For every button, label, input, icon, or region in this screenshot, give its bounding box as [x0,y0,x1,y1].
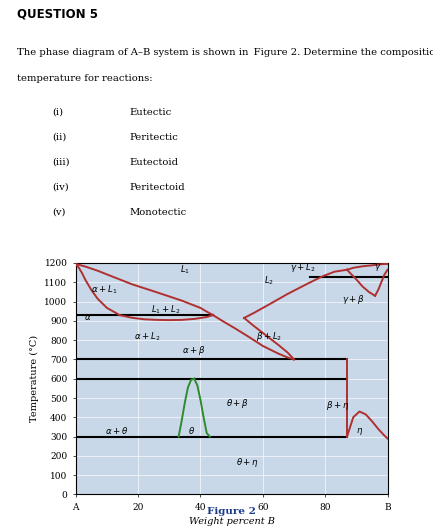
Text: (i): (i) [52,108,63,117]
Text: $\alpha + \theta$: $\alpha + \theta$ [105,426,128,436]
Text: $L_1$: $L_1$ [180,264,190,276]
Text: $L_2$: $L_2$ [264,275,274,287]
Text: $\beta + L_2$: $\beta + L_2$ [256,330,282,343]
Text: $\gamma + \beta$: $\gamma + \beta$ [342,293,365,306]
Text: Peritectic: Peritectic [130,133,179,142]
Text: Figure 2: Figure 2 [207,508,256,517]
Text: The phase diagram of A–B system is shown in  Figure 2. Determine the composition: The phase diagram of A–B system is shown… [17,47,433,57]
Text: $\theta$: $\theta$ [187,426,195,436]
Text: $L_1 + L_2$: $L_1 + L_2$ [152,303,181,316]
Text: (v): (v) [52,208,65,217]
Text: (iv): (iv) [52,183,69,192]
X-axis label: Weight percent B: Weight percent B [189,518,275,526]
Text: $\alpha + L_2$: $\alpha + L_2$ [134,330,161,343]
Y-axis label: Temperature (°C): Temperature (°C) [30,335,39,422]
Text: $\beta + \eta$: $\beta + \eta$ [326,399,349,412]
Text: temperature for reactions:: temperature for reactions: [17,74,153,83]
Text: (ii): (ii) [52,133,66,142]
Text: Eutectoid: Eutectoid [130,158,179,167]
Text: (iii): (iii) [52,158,70,167]
Text: $\gamma + L_2$: $\gamma + L_2$ [291,261,316,275]
Text: $\alpha$: $\alpha$ [84,312,92,321]
Text: Monotectic: Monotectic [130,208,187,217]
Text: QUESTION 5: QUESTION 5 [17,8,98,21]
Text: Eutectic: Eutectic [130,108,172,117]
Text: $\eta$: $\eta$ [356,426,363,437]
Text: $\theta + \eta$: $\theta + \eta$ [236,456,259,469]
Text: $\alpha + L_1$: $\alpha + L_1$ [90,284,117,296]
Text: $\gamma$: $\gamma$ [375,262,382,274]
Text: $\alpha + \beta$: $\alpha + \beta$ [182,343,206,357]
Text: $\theta + \beta$: $\theta + \beta$ [226,397,249,410]
Text: Peritectoid: Peritectoid [130,183,185,192]
